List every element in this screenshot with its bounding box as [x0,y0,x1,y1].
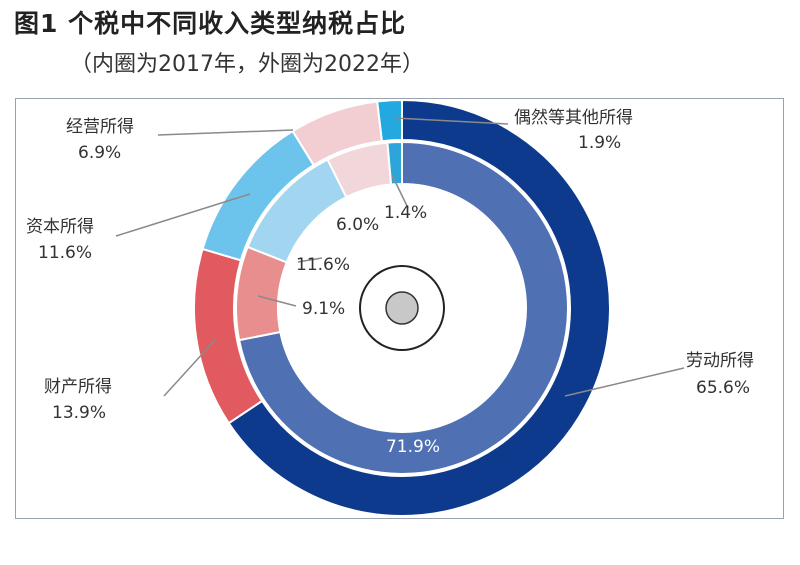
outer-slice-4 [376,98,403,143]
leader-line-6 [297,257,323,263]
inner-value-label: 6.0% [336,215,379,235]
leader-lines [115,117,685,397]
data-labels: 劳动所得 65.6% 财产所得 13.9% 资本所得 11.6% 经营所得 6.9% 偶然等其他… [26,108,754,457]
outer-value-label: 11.6% [38,243,92,263]
inner-value-label: 1.4% [384,203,427,223]
inner-value-label: 9.1% [302,299,345,319]
inner-ring-2017 [235,140,569,475]
leader-line-2 [115,193,251,237]
inner-slice-1 [235,245,289,342]
figure-subtitle: （内圈为2017年，外圈为2022年） [70,52,424,77]
figure-title: 图1 个税中不同收入类型纳税占比 [14,9,407,38]
outer-category-label: 偶然等其他所得 [514,108,633,128]
inner-value-label: 71.9% [386,437,440,457]
inner-slice-0 [237,140,569,475]
outer-category-label: 财产所得 [44,377,112,397]
outer-value-label: 65.6% [696,378,750,398]
leader-line-3 [163,339,216,397]
leader-line-0 [394,117,509,125]
outer-category-label: 资本所得 [26,217,94,237]
center-marker [359,265,445,351]
inner-value-label: 11.6% [296,255,350,275]
outer-ring-2022 [193,98,611,517]
outer-value-label: 6.9% [78,143,121,163]
leader-line-1 [157,129,294,136]
leader-line-7 [257,295,297,307]
center-inner-dot [385,291,419,325]
outer-value-label: 13.9% [52,403,106,423]
inner-slice-4 [386,140,403,186]
leader-line-4 [564,367,685,397]
outer-category-label: 劳动所得 [686,351,754,371]
outer-slice-0 [227,98,611,517]
outer-category-label: 经营所得 [66,117,134,137]
leader-line-5 [391,174,409,209]
outer-value-label: 1.9% [578,133,621,153]
